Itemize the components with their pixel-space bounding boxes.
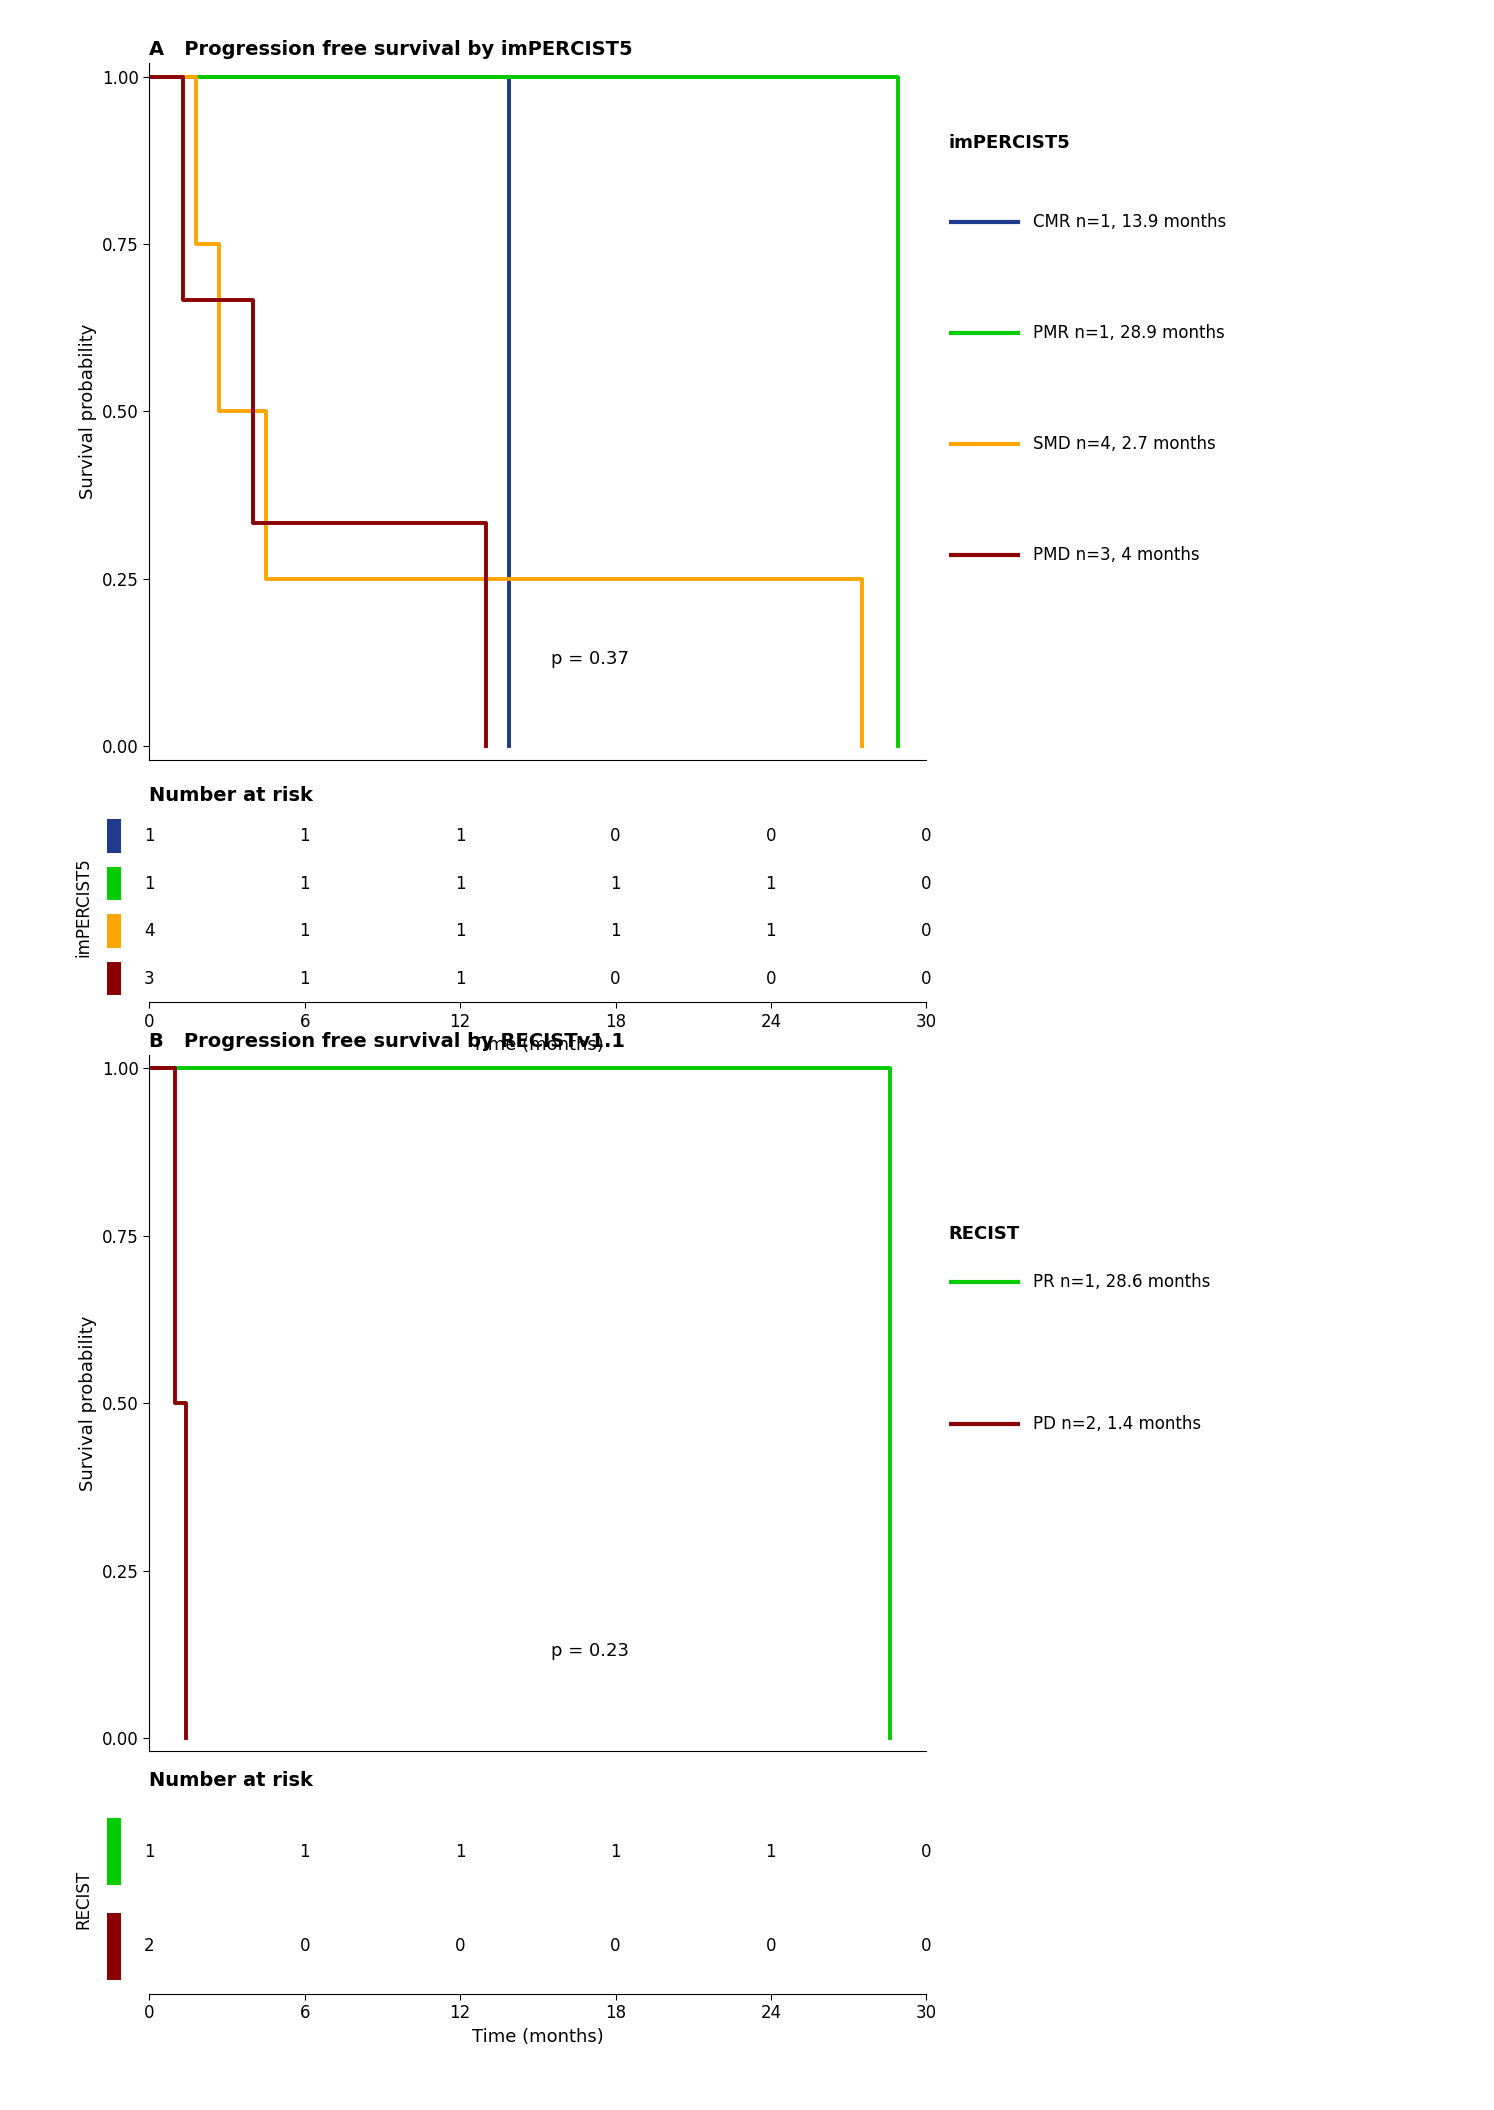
X-axis label: Time (months): Time (months): [472, 1036, 604, 1055]
Text: 0: 0: [920, 1937, 932, 1956]
Text: 1: 1: [143, 827, 155, 846]
Text: 0: 0: [765, 968, 777, 987]
Text: 1: 1: [143, 1842, 155, 1861]
Text: 1: 1: [299, 1842, 311, 1861]
Text: 1: 1: [299, 874, 311, 893]
Text: 1: 1: [299, 922, 311, 941]
Bar: [106, 867, 121, 901]
Text: 1: 1: [610, 874, 622, 893]
Text: 2: 2: [143, 1937, 155, 1956]
Text: 0: 0: [765, 827, 777, 846]
Text: imPERCIST5: imPERCIST5: [75, 857, 93, 958]
Text: 1: 1: [454, 1842, 466, 1861]
Text: 1: 1: [299, 827, 311, 846]
Text: PR n=1, 28.6 months: PR n=1, 28.6 months: [1032, 1272, 1210, 1291]
Text: 1: 1: [454, 968, 466, 987]
Text: SMD n=4, 2.7 months: SMD n=4, 2.7 months: [1032, 435, 1215, 454]
Bar: [106, 962, 121, 996]
Text: 1: 1: [765, 922, 777, 941]
X-axis label: Time (months): Time (months): [472, 2028, 604, 2047]
Text: PMR n=1, 28.9 months: PMR n=1, 28.9 months: [1032, 325, 1224, 342]
Text: 0: 0: [610, 827, 622, 846]
Text: PD n=2, 1.4 months: PD n=2, 1.4 months: [1032, 1416, 1201, 1433]
Text: 1: 1: [454, 874, 466, 893]
Text: 0: 0: [454, 1937, 466, 1956]
Text: 0: 0: [920, 874, 932, 893]
Bar: [106, 819, 121, 852]
Text: 0: 0: [299, 1937, 311, 1956]
Text: 1: 1: [765, 1842, 777, 1861]
Text: 1: 1: [610, 922, 622, 941]
Text: 0: 0: [920, 968, 932, 987]
Text: RECIST: RECIST: [949, 1224, 1020, 1243]
Text: CMR n=1, 13.9 months: CMR n=1, 13.9 months: [1032, 213, 1225, 232]
Text: 0: 0: [920, 827, 932, 846]
Text: 3: 3: [143, 968, 155, 987]
Text: 4: 4: [143, 922, 155, 941]
Text: 1: 1: [610, 1842, 622, 1861]
Y-axis label: Survival probability: Survival probability: [79, 323, 97, 500]
Text: Number at risk: Number at risk: [149, 787, 314, 806]
Text: 1: 1: [454, 922, 466, 941]
Text: 1: 1: [299, 968, 311, 987]
Bar: [106, 1914, 121, 1979]
Text: p = 0.23: p = 0.23: [551, 1642, 629, 1661]
Text: RECIST: RECIST: [75, 1869, 93, 1929]
Text: imPERCIST5: imPERCIST5: [949, 133, 1070, 152]
Text: 1: 1: [143, 874, 155, 893]
Text: B   Progression free survival by RECISTv1.1: B Progression free survival by RECISTv1.…: [149, 1032, 626, 1051]
Text: 1: 1: [454, 827, 466, 846]
Text: 0: 0: [920, 922, 932, 941]
Y-axis label: Survival probability: Survival probability: [79, 1315, 97, 1492]
Text: A   Progression free survival by imPERCIST5: A Progression free survival by imPERCIST…: [149, 40, 633, 59]
Text: 1: 1: [765, 874, 777, 893]
Text: 0: 0: [610, 1937, 622, 1956]
Text: Number at risk: Number at risk: [149, 1770, 314, 1789]
Text: 0: 0: [765, 1937, 777, 1956]
Text: PMD n=3, 4 months: PMD n=3, 4 months: [1032, 546, 1200, 563]
Text: 0: 0: [920, 1842, 932, 1861]
Text: p = 0.37: p = 0.37: [551, 650, 629, 669]
Bar: [106, 914, 121, 947]
Text: 0: 0: [610, 968, 622, 987]
Bar: [106, 1819, 121, 1884]
